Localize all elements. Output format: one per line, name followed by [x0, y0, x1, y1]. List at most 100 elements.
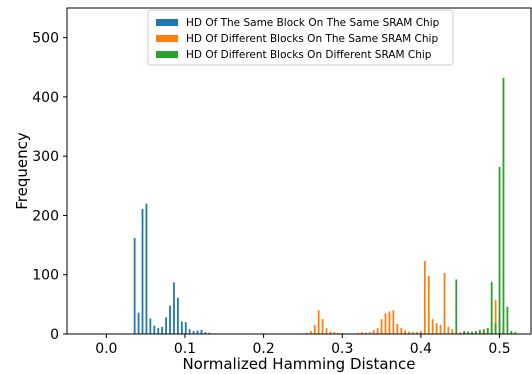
bar [329, 331, 332, 334]
bar [196, 330, 199, 334]
bar [376, 328, 379, 334]
bar [309, 331, 312, 334]
x-tick-label: 0.0 [95, 341, 117, 357]
bar [478, 329, 481, 334]
bar [200, 329, 203, 334]
bar [423, 261, 426, 334]
legend-label: HD Of The Same Block On The Same SRAM Ch… [186, 17, 440, 29]
y-tick-label: 500 [32, 31, 59, 47]
bar [137, 312, 140, 334]
bar [384, 313, 387, 334]
bar [180, 321, 183, 334]
y-tick-label: 100 [32, 268, 59, 284]
bar [467, 331, 469, 334]
bar [141, 208, 144, 334]
bar [455, 279, 458, 334]
series-1 [133, 203, 215, 334]
y-tick-label: 300 [32, 149, 59, 165]
bar [427, 275, 430, 334]
bar [176, 297, 179, 334]
y-axis-label: Frequency [13, 132, 31, 210]
bar [400, 328, 403, 334]
legend: HD Of The Same Block On The Same SRAM Ch… [147, 9, 454, 66]
bar [321, 319, 324, 334]
bar [498, 166, 501, 334]
legend-swatch [156, 51, 178, 58]
bar [188, 329, 191, 334]
bar [451, 329, 454, 334]
bar [313, 325, 316, 334]
bar [317, 310, 320, 334]
bar [482, 329, 485, 334]
x-tick-label: 0.5 [488, 341, 510, 357]
bar [459, 332, 462, 334]
bar [463, 331, 466, 334]
bar [133, 237, 136, 334]
bar [325, 328, 328, 334]
bar [364, 332, 367, 334]
legend-label: HD Of Different Blocks On The Same SRAM … [186, 33, 438, 45]
series-2 [305, 261, 505, 334]
bar [396, 323, 399, 334]
bar [372, 330, 375, 334]
y-tick-label: 0 [50, 327, 59, 343]
x-tick-label: 0.3 [331, 341, 353, 357]
bar [404, 330, 407, 334]
histogram-bars [133, 77, 521, 334]
bar [357, 332, 359, 334]
x-axis-ticks: 0.0 0.1 0.2 0.3 0.4 0.5 [95, 334, 511, 357]
legend-box [147, 9, 454, 66]
bar [416, 332, 418, 334]
bar [431, 319, 434, 334]
x-tick-label: 0.1 [174, 341, 196, 357]
bar [208, 332, 211, 334]
bar [420, 331, 422, 334]
bar [184, 322, 187, 334]
bar [412, 332, 414, 334]
bar [439, 325, 442, 334]
bar [475, 331, 477, 334]
legend-label: HD Of Different Blocks On Different SRAM… [186, 49, 432, 61]
x-axis-label: Normalized Hamming Distance [182, 355, 415, 373]
plot-frame [66, 7, 532, 335]
bar [305, 332, 308, 334]
series-3 [455, 77, 521, 334]
bar [153, 325, 156, 334]
bar [380, 319, 383, 334]
bar [510, 331, 513, 334]
y-tick-label: 200 [32, 208, 59, 224]
bar [361, 332, 363, 334]
bar [471, 331, 473, 334]
bar [392, 310, 395, 334]
bar [204, 332, 207, 334]
bar [161, 326, 164, 334]
x-tick-label: 0.4 [410, 341, 432, 357]
bar [145, 203, 148, 334]
bar [447, 326, 450, 334]
bar [169, 305, 171, 334]
bar [506, 306, 509, 334]
bar [490, 281, 493, 334]
x-tick-label: 0.2 [252, 341, 274, 357]
bar [337, 332, 340, 334]
bar [192, 331, 195, 334]
bar [388, 311, 391, 334]
bar [341, 332, 344, 334]
bar [494, 323, 497, 334]
bar [157, 328, 160, 334]
bar [514, 332, 517, 334]
bar [408, 331, 410, 334]
bar [368, 332, 371, 334]
y-axis-ticks: 0 100 200 300 400 500 [32, 31, 67, 343]
bar [435, 323, 438, 334]
legend-swatch [156, 19, 178, 26]
bar [502, 77, 505, 334]
y-tick-label: 400 [32, 90, 59, 106]
bar [443, 272, 446, 334]
bar [494, 300, 497, 334]
bar [165, 317, 167, 334]
bar [333, 332, 336, 334]
legend-swatch [156, 35, 178, 42]
bar [486, 328, 489, 334]
